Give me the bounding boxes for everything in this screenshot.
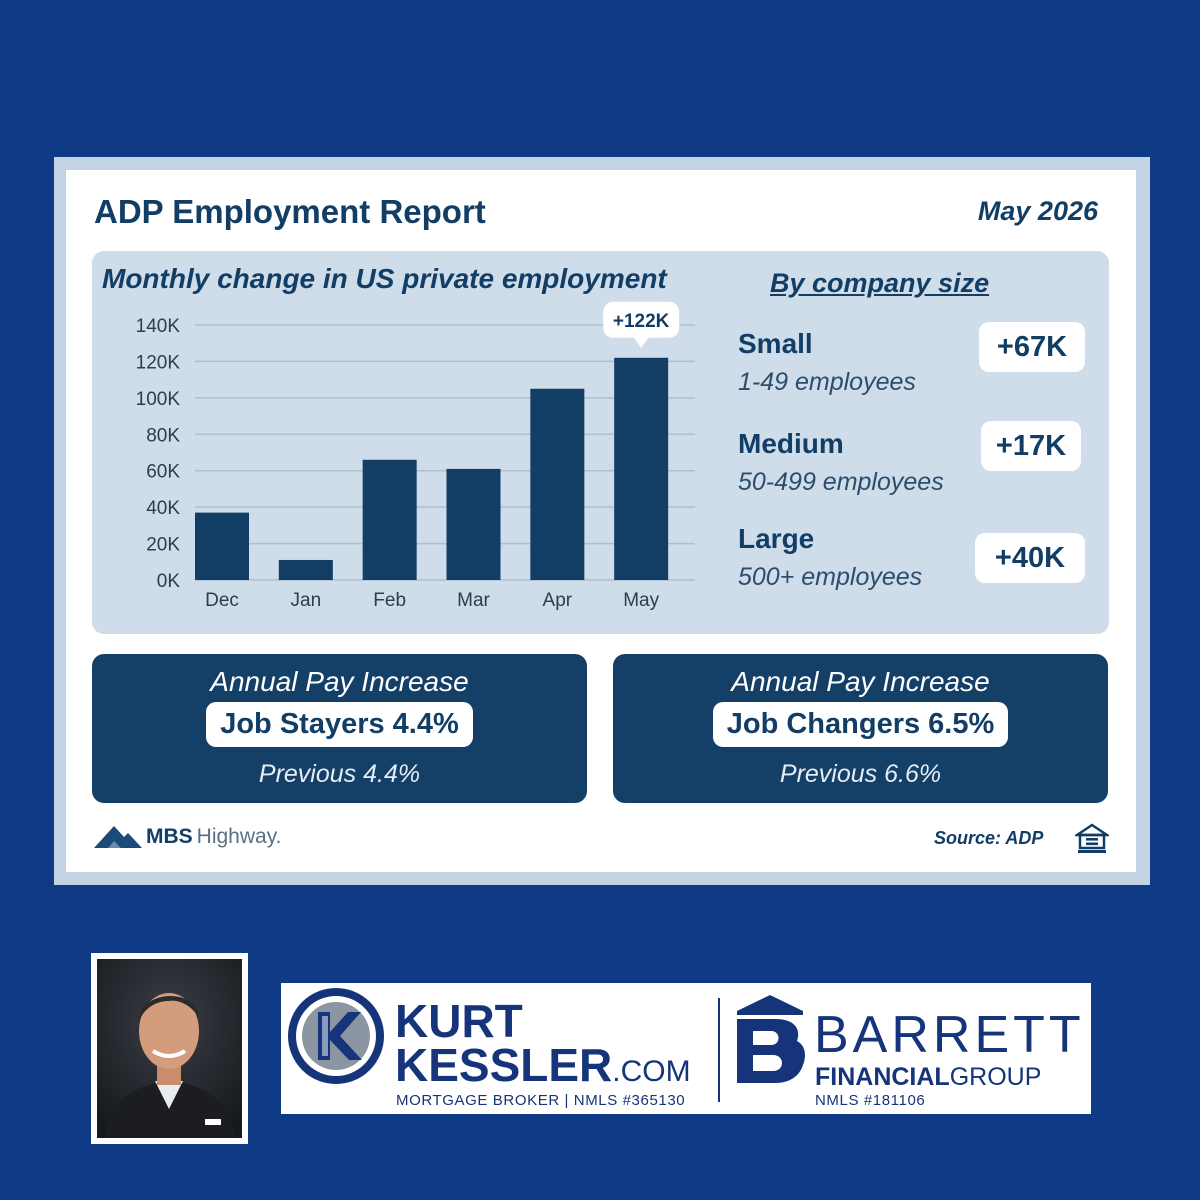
mbs-highway-logo: MBS Highway. bbox=[94, 822, 281, 852]
report-title: ADP Employment Report bbox=[94, 193, 486, 230]
y-tick-label: 20K bbox=[146, 535, 180, 556]
segment-large-name: Large bbox=[738, 523, 815, 554]
y-tick-label: 40K bbox=[146, 498, 180, 519]
job-changers-caption: Annual Pay Increase bbox=[731, 666, 990, 697]
segment-medium-range: 50-499 employees bbox=[738, 468, 944, 496]
callout-label: +122K bbox=[613, 311, 670, 332]
y-tick-label: 140K bbox=[136, 316, 181, 337]
mountain-logo-icon bbox=[94, 826, 142, 848]
callout-pointer bbox=[633, 336, 650, 348]
callout-bubble bbox=[603, 301, 680, 338]
barrett-sub: GROUP bbox=[949, 1063, 1042, 1091]
broker-nmls: MORTGAGE BROKER | NMLS #365130 bbox=[396, 1092, 686, 1109]
barrett-b-logo-icon bbox=[737, 995, 805, 1083]
segment-small-range: 1-49 employees bbox=[738, 368, 916, 396]
broker-photo bbox=[97, 959, 242, 1138]
segment-small-value: +67K bbox=[979, 322, 1085, 372]
equal-housing-opportunity-icon bbox=[1075, 823, 1109, 853]
barrett-nmls: NMLS #181106 bbox=[815, 1092, 926, 1109]
chart-bar bbox=[446, 468, 501, 580]
chart-bar bbox=[362, 459, 417, 580]
job-stayers-box: Annual Pay Increase Job Stayers 4.4% Pre… bbox=[92, 654, 587, 803]
barrett-name: BARRETT bbox=[814, 1006, 1085, 1064]
y-tick-label: 60K bbox=[146, 462, 180, 483]
segment-small-name: Small bbox=[738, 328, 813, 359]
logo-divider bbox=[718, 998, 720, 1102]
x-tick-label: Mar bbox=[457, 590, 490, 611]
y-tick-label: 100K bbox=[136, 389, 181, 410]
job-stayers-previous: Previous 4.4% bbox=[258, 760, 421, 788]
source-label: Source: ADP bbox=[934, 828, 1044, 848]
job-stayers-headline: Job Stayers 4.4% bbox=[206, 702, 473, 747]
kk-monogram-logo-icon bbox=[288, 988, 384, 1084]
chart-bar bbox=[614, 357, 669, 580]
x-tick-label: Dec bbox=[205, 590, 239, 611]
job-changers-headline: Job Changers 6.5% bbox=[712, 702, 1009, 747]
y-tick-label: 120K bbox=[136, 352, 181, 373]
chart-bar bbox=[195, 512, 249, 580]
kessler-name: KESSLER bbox=[395, 1039, 613, 1091]
mbs-brand-bold: MBS bbox=[146, 825, 193, 848]
job-changers-box: Annual Pay Increase Job Changers 6.5% Pr… bbox=[613, 654, 1108, 803]
company-size-title: By company size bbox=[770, 268, 990, 298]
barrett-subtitle: FINANCIALGROUP bbox=[815, 1064, 1041, 1090]
report-date: May 2026 bbox=[977, 196, 1098, 226]
chart-bar bbox=[530, 388, 585, 580]
segment-large-range: 500+ employees bbox=[738, 563, 923, 591]
segment-medium-name: Medium bbox=[738, 428, 844, 459]
mbs-brand-light: Highway. bbox=[196, 825, 282, 848]
barrett-sub-bold: FINANCIAL bbox=[815, 1063, 950, 1091]
segment-large-value: +40K bbox=[975, 533, 1085, 583]
job-changers-previous: Previous 6.6% bbox=[779, 760, 942, 788]
chart-panel bbox=[92, 251, 1109, 634]
x-tick-label: Jan bbox=[291, 590, 322, 611]
kessler-text: KESSLER.COM bbox=[395, 1042, 691, 1094]
x-tick-label: Apr bbox=[543, 590, 573, 611]
job-stayers-caption: Annual Pay Increase bbox=[210, 666, 469, 697]
broker-logo-banner bbox=[281, 983, 1091, 1114]
y-tick-label: 80K bbox=[146, 425, 180, 446]
segment-medium-value: +17K bbox=[981, 421, 1081, 471]
x-tick-label: Feb bbox=[373, 590, 406, 611]
kurt-text: KURT bbox=[395, 995, 523, 1047]
chart-title: Monthly change in US private employment bbox=[102, 263, 667, 294]
x-tick-label: May bbox=[623, 590, 659, 611]
kessler-tld: .COM bbox=[612, 1055, 691, 1088]
chart-bar bbox=[278, 559, 333, 580]
y-tick-label: 0K bbox=[157, 571, 181, 592]
